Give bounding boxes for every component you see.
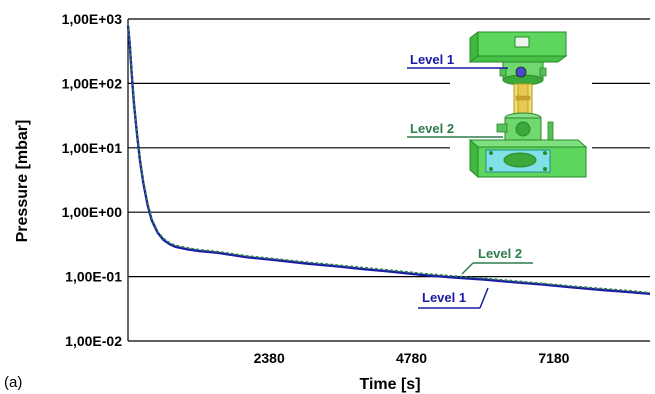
data-series [126,23,651,295]
x-tick-label: 4780 [396,350,427,366]
y-axis-title: Pressure [mbar] [14,120,31,243]
y-tick-label: 1,00E-01 [65,269,122,285]
inset-label-level-2: Level 2 [410,121,454,136]
panel-label: (a) [4,374,22,391]
y-tick-label: 1,00E+02 [62,75,123,91]
y-tick-label: 1,00E+00 [62,204,123,220]
y-tick-label: 1,00E+03 [62,11,123,27]
inset-label-level-1: Level 1 [410,52,454,67]
curve-label-level-2: Level 2 [478,246,522,261]
y-tick-label: 1,00E+01 [62,140,123,156]
y-tick-label: 1,00E-02 [65,333,122,349]
vacuum-chamber-schematic [468,31,588,179]
x-tick-label: 7180 [538,350,569,366]
curve-label-level-1: Level 1 [422,290,466,305]
x-tick-label: 2380 [254,350,285,366]
curve-leader-level-1 [479,287,489,309]
grid-lines [127,18,650,342]
x-axis-title: Time [s] [359,376,420,393]
x-axis-ticks: 2380 4780 7180 [254,350,570,366]
curve-leader-level-2 [461,262,474,275]
y-axis-ticks: 1,00E-02 1,00E-01 1,00E+00 1,00E+01 1,00E+02… [62,11,123,349]
series-line-level-2 [127,23,651,294]
